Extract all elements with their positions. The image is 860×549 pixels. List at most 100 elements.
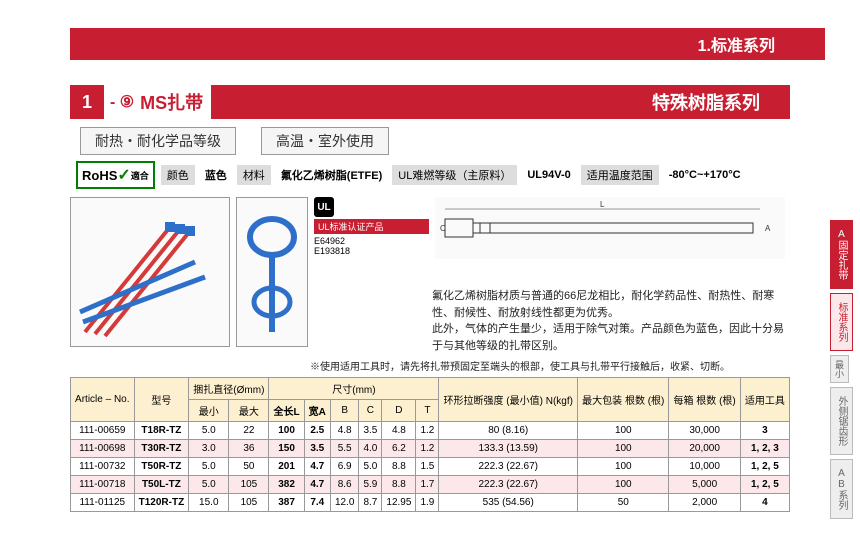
table-cell: 535 (54.56) [439, 494, 578, 512]
table-cell: T120R-TZ [134, 494, 189, 512]
table-cell: 8.8 [382, 476, 416, 494]
table-cell: 1.2 [416, 422, 439, 440]
desc-p2: 此外，气体的产生量少，适用于除气对策。产品颜色为蓝色，因此十分易于与其他等级的扎… [432, 321, 790, 354]
tags-row: 耐热・耐化学品等级 高温・室外使用 [70, 127, 790, 155]
side-tab-a[interactable]: A固定扎带 [830, 220, 853, 289]
col-dim-a: 宽A [304, 400, 330, 422]
table-cell: 150 [269, 440, 304, 458]
rohs-badge: RoHS✓適合 [76, 161, 155, 189]
table-cell: 4.8 [330, 422, 359, 440]
table-cell: 4.7 [304, 476, 330, 494]
table-cell: 105 [229, 494, 269, 512]
table-cell: 8.7 [359, 494, 382, 512]
col-diameter: 捆扎直径(Ømm) [189, 378, 269, 400]
table-cell: 4 [740, 494, 789, 512]
table-cell: 4.0 [359, 440, 382, 458]
title-subnumber: - ⑨ [104, 85, 140, 119]
table-cell: 15.0 [189, 494, 229, 512]
col-article: Article – No. [71, 378, 135, 422]
color-label: 颜色 [161, 165, 195, 185]
table-cell: 5.0 [189, 422, 229, 440]
table-cell: 4.8 [382, 422, 416, 440]
temp-label: 适用温度范围 [581, 165, 659, 185]
spec-table: Article – No. 型号 捆扎直径(Ømm) 尺寸(mm) 环形拉断强度… [70, 377, 790, 512]
table-cell: T30R-TZ [134, 440, 189, 458]
table-head: Article – No. 型号 捆扎直径(Ømm) 尺寸(mm) 环形拉断强度… [71, 378, 790, 422]
table-cell: 1.7 [416, 476, 439, 494]
table-cell: 100 [269, 422, 304, 440]
ul-label: UL难燃等级（主原料） [392, 165, 517, 185]
table-cell: 100 [578, 440, 669, 458]
table-cell: 4.7 [304, 458, 330, 476]
content-area: 1 - ⑨ MS扎带 特殊树脂系列 耐热・耐化学品等级 高温・室外使用 RoHS… [70, 85, 790, 512]
svg-text:C: C [440, 224, 446, 233]
title-main: MS扎带 [140, 85, 211, 119]
usage-note: ※使用适用工具时，请先将扎带预固定至端头的根部，使工具与扎带平行接触后，收紧、切… [70, 358, 790, 373]
table-row: 111-00659T18R-TZ5.0221002.54.83.54.81.28… [71, 422, 790, 440]
col-model: 型号 [134, 378, 189, 422]
table-cell: 5.9 [359, 476, 382, 494]
table-cell: 100 [578, 422, 669, 440]
table-row: 111-00698T30R-TZ3.0361503.55.54.06.21.21… [71, 440, 790, 458]
svg-text:A: A [765, 224, 771, 233]
ul-badge: UL标准认证产品 [314, 219, 429, 234]
ul-code-1: E64962 [314, 236, 429, 246]
col-dim-t: T [416, 400, 439, 422]
title-number: 1 [70, 85, 104, 119]
desc-p1: 氟化乙烯树脂材质与普通的66尼龙相比，耐化学药品性、耐热性、耐寒性、耐候性、耐放… [432, 288, 790, 321]
table-cell: 80 (8.16) [439, 422, 578, 440]
table-cell: 7.4 [304, 494, 330, 512]
col-dimensions: 尺寸(mm) [269, 378, 439, 400]
color-value: 蓝色 [201, 167, 231, 183]
spec-row: RoHS✓適合 颜色 蓝色 材料 氟化乙烯树脂(ETFE) UL难燃等级（主原料… [70, 161, 790, 189]
table-cell: 10,000 [669, 458, 740, 476]
table-cell: 1, 2, 5 [740, 476, 789, 494]
ul-mark-icon: UL [314, 197, 334, 217]
table-cell: 111-00718 [71, 476, 135, 494]
product-photo [70, 197, 230, 347]
side-tab-saw[interactable]: 外侧锯齿形 [830, 387, 853, 455]
col-dia-max: 最大 [229, 400, 269, 422]
table-cell: 2,000 [669, 494, 740, 512]
cable-tie-icon [75, 202, 225, 342]
table-cell: 105 [229, 476, 269, 494]
table-cell: 387 [269, 494, 304, 512]
table-cell: 3 [740, 422, 789, 440]
table-cell: 100 [578, 476, 669, 494]
table-cell: 133.3 (13.59) [439, 440, 578, 458]
top-banner: 1.标准系列 [70, 28, 825, 60]
table-cell: 5.5 [330, 440, 359, 458]
table-cell: 30,000 [669, 422, 740, 440]
table-cell: 222.3 (22.67) [439, 476, 578, 494]
tie-diagram-icon: L C A [440, 201, 780, 256]
side-tab-min[interactable]: 最小 [830, 355, 849, 383]
side-tab-ab[interactable]: AB系列 [830, 459, 853, 519]
title-series: 特殊树脂系列 [211, 85, 790, 119]
table-cell: 3.5 [304, 440, 330, 458]
material-value: 氟化乙烯树脂(ETFE) [277, 167, 386, 183]
ul-value: UL94V-0 [523, 169, 574, 181]
title-bar: 1 - ⑨ MS扎带 特殊树脂系列 [70, 85, 790, 119]
dimension-diagram: L C A [435, 197, 785, 259]
temp-value: -80°C~+170°C [665, 169, 745, 181]
table-cell: 5,000 [669, 476, 740, 494]
table-cell: 382 [269, 476, 304, 494]
col-dim-l: 全长L [269, 400, 304, 422]
table-cell: 1.9 [416, 494, 439, 512]
table-cell: 1.5 [416, 458, 439, 476]
table-cell: 36 [229, 440, 269, 458]
col-dim-c: C [359, 400, 382, 422]
table-cell: 100 [578, 458, 669, 476]
table-cell: 1, 2, 5 [740, 458, 789, 476]
table-row: 111-01125T120R-TZ15.01053877.412.08.712.… [71, 494, 790, 512]
table-cell: T50L-TZ [134, 476, 189, 494]
table-cell: 12.95 [382, 494, 416, 512]
table-cell: 8.8 [382, 458, 416, 476]
table-cell: 111-00732 [71, 458, 135, 476]
side-tab-standard[interactable]: 标准系列 [830, 293, 853, 351]
table-cell: 5.0 [189, 458, 229, 476]
table-row: 111-00732T50R-TZ5.0502014.76.95.08.81.52… [71, 458, 790, 476]
col-dia-min: 最小 [189, 400, 229, 422]
banner-text: 1.标准系列 [698, 32, 775, 56]
col-dim-d: D [382, 400, 416, 422]
